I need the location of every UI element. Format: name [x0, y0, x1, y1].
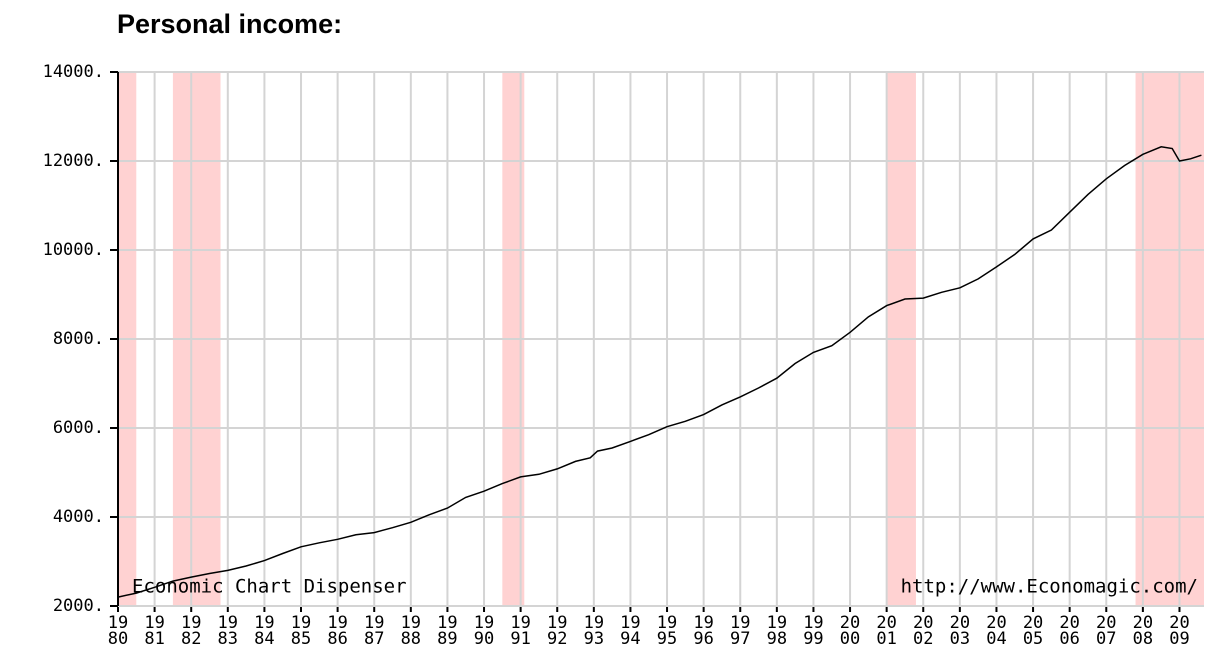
- x-tick-label: 19 94: [620, 613, 641, 649]
- x-tick-label: 19 98: [766, 613, 788, 649]
- x-tick-label: 19 85: [290, 613, 312, 649]
- x-tick-label: 19 84: [254, 613, 275, 649]
- x-tick-label: 19 81: [144, 613, 165, 649]
- y-tick-label: 6000.: [53, 418, 104, 438]
- x-tick-label: 19 82: [180, 613, 202, 649]
- y-tick-label: 4000.: [53, 507, 104, 527]
- x-tick-label: 19 80: [107, 613, 129, 649]
- x-tick-label: 20 08: [1132, 613, 1154, 649]
- annotation: http://www.Economagic.com/: [901, 576, 1198, 598]
- x-tick-label: 19 91: [510, 613, 531, 649]
- x-tick-label: 19 96: [693, 613, 714, 649]
- annotation: Economic Chart Dispenser: [132, 576, 407, 598]
- y-tick-label: 12000.: [43, 151, 104, 171]
- y-tick-label: 8000.: [53, 329, 104, 349]
- x-tick-label: 19 86: [327, 613, 348, 649]
- x-tick-label: 20 09: [1169, 613, 1190, 649]
- x-tick-label: 20 07: [1096, 613, 1117, 649]
- x-tick-label: 20 05: [1022, 613, 1044, 649]
- x-tick-label: 19 89: [437, 613, 458, 649]
- x-tick-label: 19 95: [656, 613, 678, 649]
- x-tick-label: 19 90: [473, 613, 495, 649]
- y-tick-label: 2000.: [53, 596, 104, 616]
- y-tick-label: 14000.: [43, 62, 104, 82]
- x-tick-label: 19 87: [363, 613, 385, 649]
- x-tick-label: 20 04: [986, 613, 1007, 649]
- y-tick-label: 10000.: [43, 240, 104, 260]
- x-tick-label: 19 99: [803, 613, 824, 649]
- data-line: [117, 146, 1202, 598]
- x-tick-label: 20 01: [876, 613, 897, 649]
- x-tick-label: 19 88: [400, 613, 422, 649]
- x-tick-label: 20 00: [839, 613, 861, 649]
- chart-title: Personal income:: [117, 9, 342, 39]
- x-tick-label: 20 03: [949, 613, 971, 649]
- x-tick-label: 20 02: [913, 613, 934, 649]
- x-tick-label: 19 97: [729, 613, 751, 649]
- x-tick-label: 19 83: [217, 613, 239, 649]
- x-tick-label: 19 93: [583, 613, 605, 649]
- x-tick-label: 19 92: [546, 613, 568, 649]
- x-tick-label: 20 06: [1059, 613, 1080, 649]
